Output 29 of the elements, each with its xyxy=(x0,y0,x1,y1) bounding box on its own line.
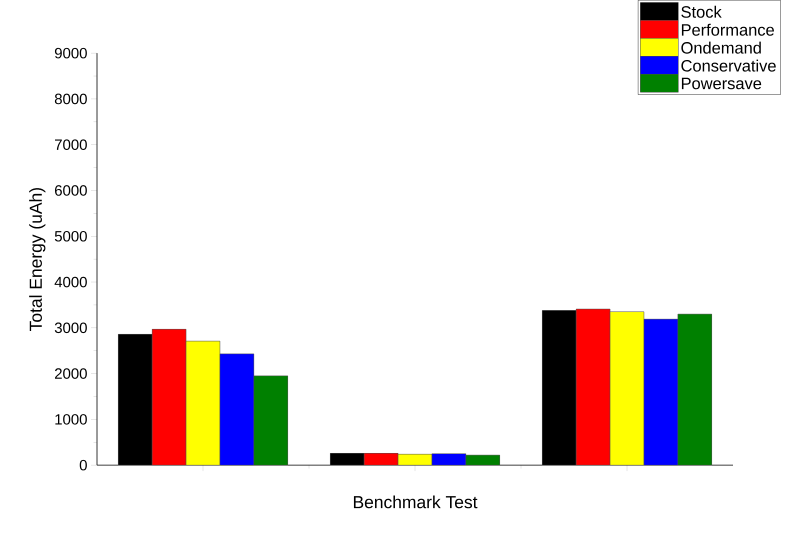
legend-label: Powersave xyxy=(682,78,762,90)
y-tick-label: 9000 xyxy=(54,48,87,58)
bar xyxy=(466,454,500,466)
bar xyxy=(678,314,712,466)
bar xyxy=(610,311,644,466)
bar xyxy=(576,308,610,466)
bar xyxy=(220,354,254,466)
legend-label: Stock xyxy=(681,6,722,18)
legend-label: Ondemand xyxy=(681,42,761,54)
x-axis-title: Benchmark Test xyxy=(354,495,478,508)
y-tick-label: 4000 xyxy=(54,276,87,288)
y-tick-label: 0 xyxy=(80,460,87,470)
bar xyxy=(254,376,288,466)
legend-label: Performance xyxy=(682,24,774,36)
legend-label: Conservative xyxy=(681,60,776,72)
y-tick-label: 5000 xyxy=(54,230,87,242)
y-axis-title: Total Energy (uAh) xyxy=(29,188,46,331)
bar xyxy=(186,340,220,466)
y-tick-label: 2000 xyxy=(54,368,87,379)
y-tick-label: 8000 xyxy=(54,94,87,104)
y-tick-label: 3000 xyxy=(54,322,87,334)
y-tick-label: 6000 xyxy=(55,185,87,196)
bar xyxy=(398,454,432,466)
y-tick-label: 1000 xyxy=(55,414,87,425)
bar xyxy=(152,328,186,466)
bar xyxy=(644,318,678,466)
y-tick-label: 7000 xyxy=(55,139,87,150)
bar xyxy=(364,452,398,466)
bar xyxy=(432,453,466,466)
